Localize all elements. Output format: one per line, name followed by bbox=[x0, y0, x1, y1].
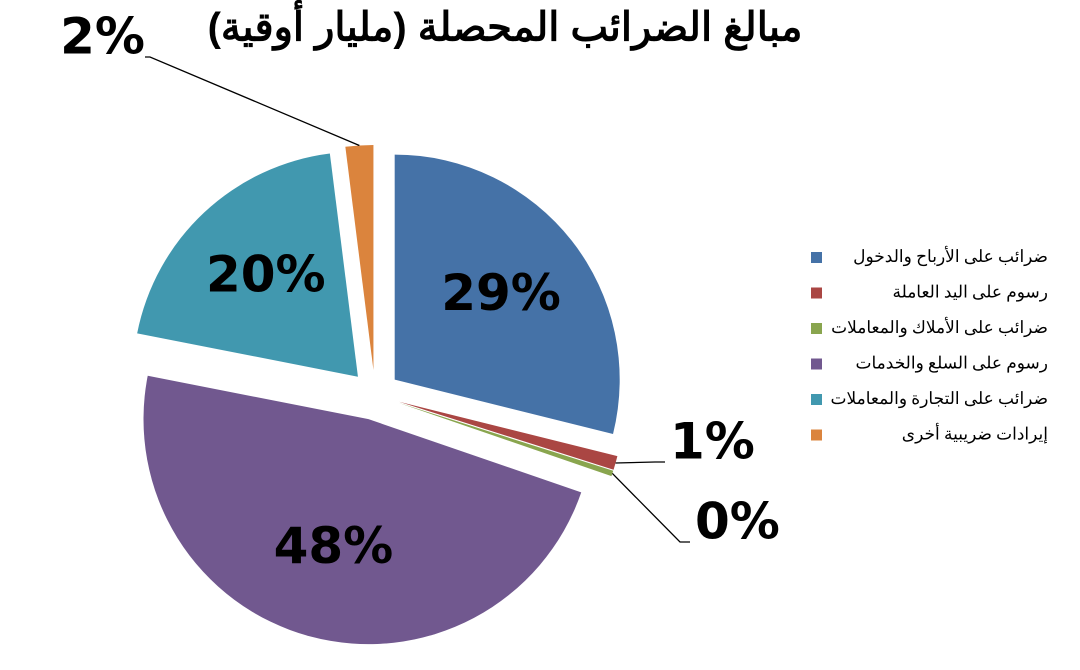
legend-label: ضرائب على التجارة والمعاملات bbox=[830, 389, 1048, 409]
legend-swatch bbox=[811, 394, 822, 405]
data-label: 20% bbox=[206, 246, 326, 304]
data-label: 1% bbox=[670, 413, 755, 471]
legend-label: إيرادات ضريبية أخرى bbox=[902, 422, 1048, 444]
legend-swatch bbox=[811, 429, 822, 441]
legend-swatch bbox=[811, 323, 822, 334]
legend-label: رسوم على اليد العاملة bbox=[892, 282, 1048, 302]
leader-line bbox=[145, 56, 360, 147]
data-label: 0% bbox=[695, 493, 780, 551]
legend-swatch bbox=[811, 287, 822, 299]
legend-label: رسوم على السلع والخدمات bbox=[856, 353, 1049, 373]
pie-slice bbox=[345, 145, 374, 371]
pie-slice bbox=[394, 154, 620, 434]
pie-slice bbox=[399, 401, 618, 470]
legend-label: ضرائب على الأملاك والمعاملات bbox=[831, 317, 1048, 338]
legend-swatch bbox=[811, 252, 822, 263]
pie-slice bbox=[137, 153, 358, 377]
data-label: 48% bbox=[274, 517, 394, 575]
legend-label: ضرائب على الأرباح والدخول bbox=[853, 246, 1048, 267]
chart-title: مبالغ الضرائب المحصلة (مليار أوقية) bbox=[208, 0, 803, 52]
leader-line bbox=[615, 461, 665, 464]
pie-slice bbox=[398, 402, 614, 477]
data-label: 2% bbox=[60, 8, 145, 66]
pie-slice bbox=[143, 375, 582, 645]
leader-line bbox=[611, 472, 690, 543]
data-label: 29% bbox=[441, 264, 561, 322]
legend-swatch bbox=[811, 358, 822, 370]
